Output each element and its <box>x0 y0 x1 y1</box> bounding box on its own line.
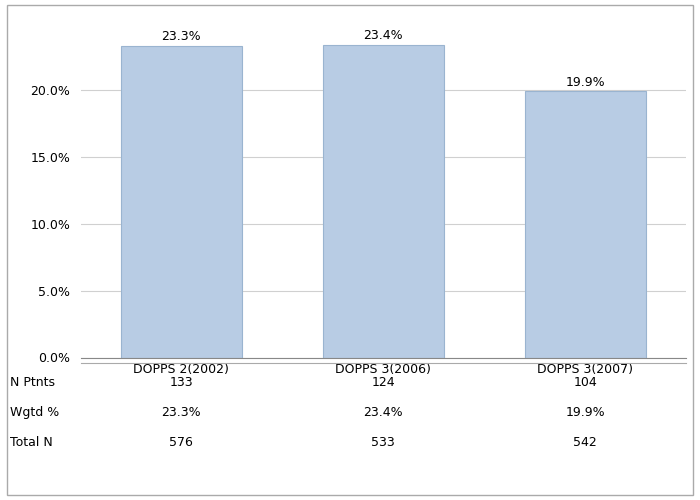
Text: 23.3%: 23.3% <box>162 406 201 419</box>
Bar <box>121 46 242 358</box>
Bar <box>524 92 645 358</box>
Text: 133: 133 <box>169 376 193 389</box>
Text: 542: 542 <box>573 436 597 449</box>
Text: 124: 124 <box>372 376 395 389</box>
Text: Wgtd %: Wgtd % <box>10 406 60 419</box>
Text: 533: 533 <box>372 436 395 449</box>
Text: 104: 104 <box>573 376 597 389</box>
Text: 19.9%: 19.9% <box>566 76 605 89</box>
Text: 576: 576 <box>169 436 193 449</box>
Text: 23.3%: 23.3% <box>162 30 201 44</box>
Text: 19.9%: 19.9% <box>566 406 605 419</box>
Text: Total N: Total N <box>10 436 53 449</box>
Text: 23.4%: 23.4% <box>363 29 403 42</box>
Bar <box>323 44 444 358</box>
Text: 23.4%: 23.4% <box>363 406 403 419</box>
Text: N Ptnts: N Ptnts <box>10 376 55 389</box>
